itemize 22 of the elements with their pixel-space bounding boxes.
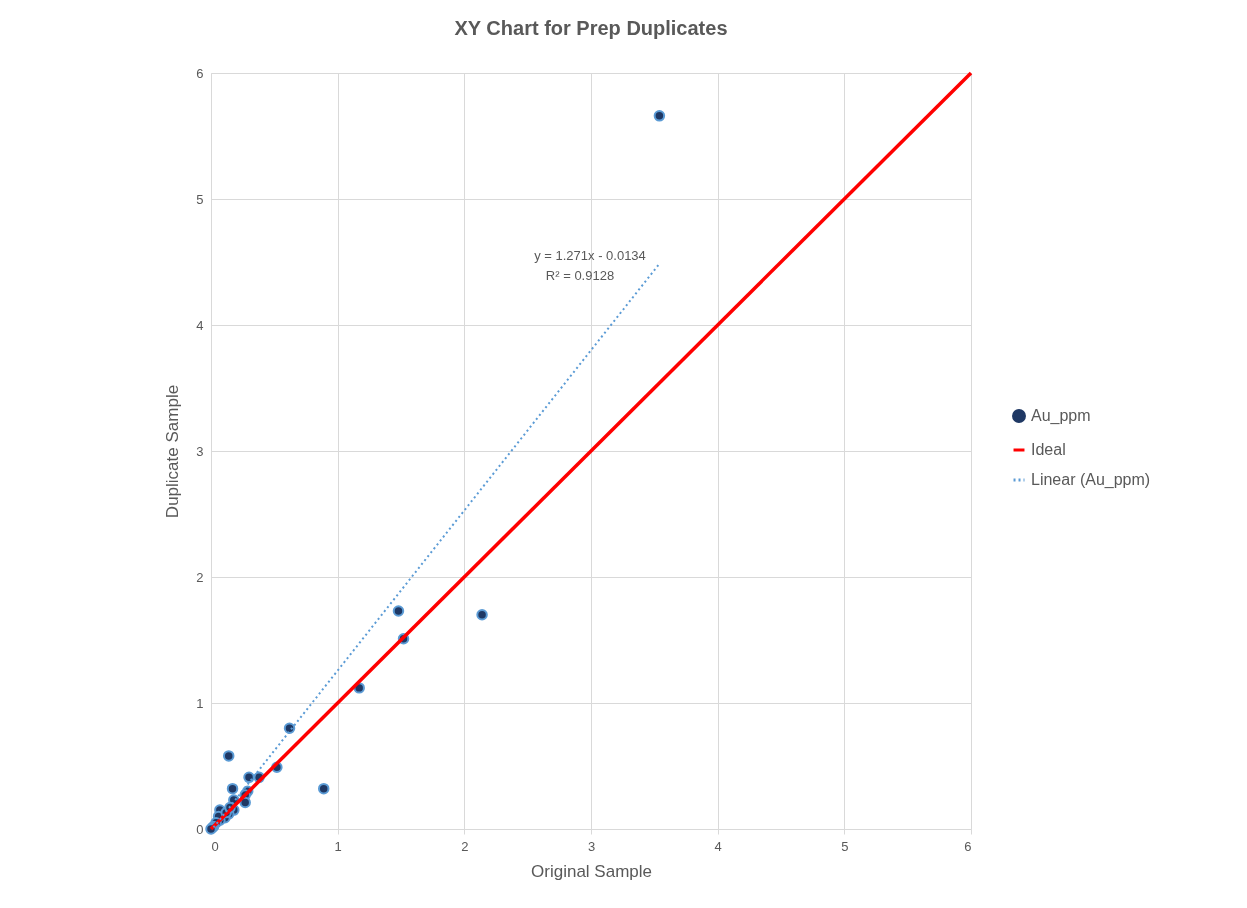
y-tick-label: 1: [196, 695, 204, 711]
y-tick-label: 3: [196, 443, 204, 459]
x-tick-label: 3: [587, 838, 596, 854]
y-tick-label: 0: [196, 821, 204, 837]
chart-title: XY Chart for Prep Duplicates: [454, 17, 728, 39]
x-tick-label: 2: [461, 838, 469, 854]
legend-label: Ideal: [1031, 441, 1066, 458]
y-tick-label: 2: [196, 569, 204, 585]
y-tick-label: 5: [196, 191, 204, 207]
annotation: y = 1.271x - 0.0134: [534, 248, 646, 263]
y-axis-title: Duplicate Sample: [163, 384, 183, 519]
x-tick-label: 1: [334, 838, 342, 854]
x-tick-label: 5: [841, 838, 849, 854]
y-tick-label: 4: [196, 317, 204, 333]
x-axis-title: Original Sample: [531, 861, 652, 881]
x-tick-label: 6: [964, 838, 972, 854]
legend-label: Linear (Au_ppm): [1031, 471, 1151, 489]
annotation: R² = 0.9128: [545, 268, 615, 283]
x-tick-label: 4: [714, 838, 722, 854]
y-tick-label: 6: [196, 65, 204, 81]
x-tick-label: 0: [211, 838, 219, 854]
legend-label: Au_ppm: [1031, 407, 1091, 425]
